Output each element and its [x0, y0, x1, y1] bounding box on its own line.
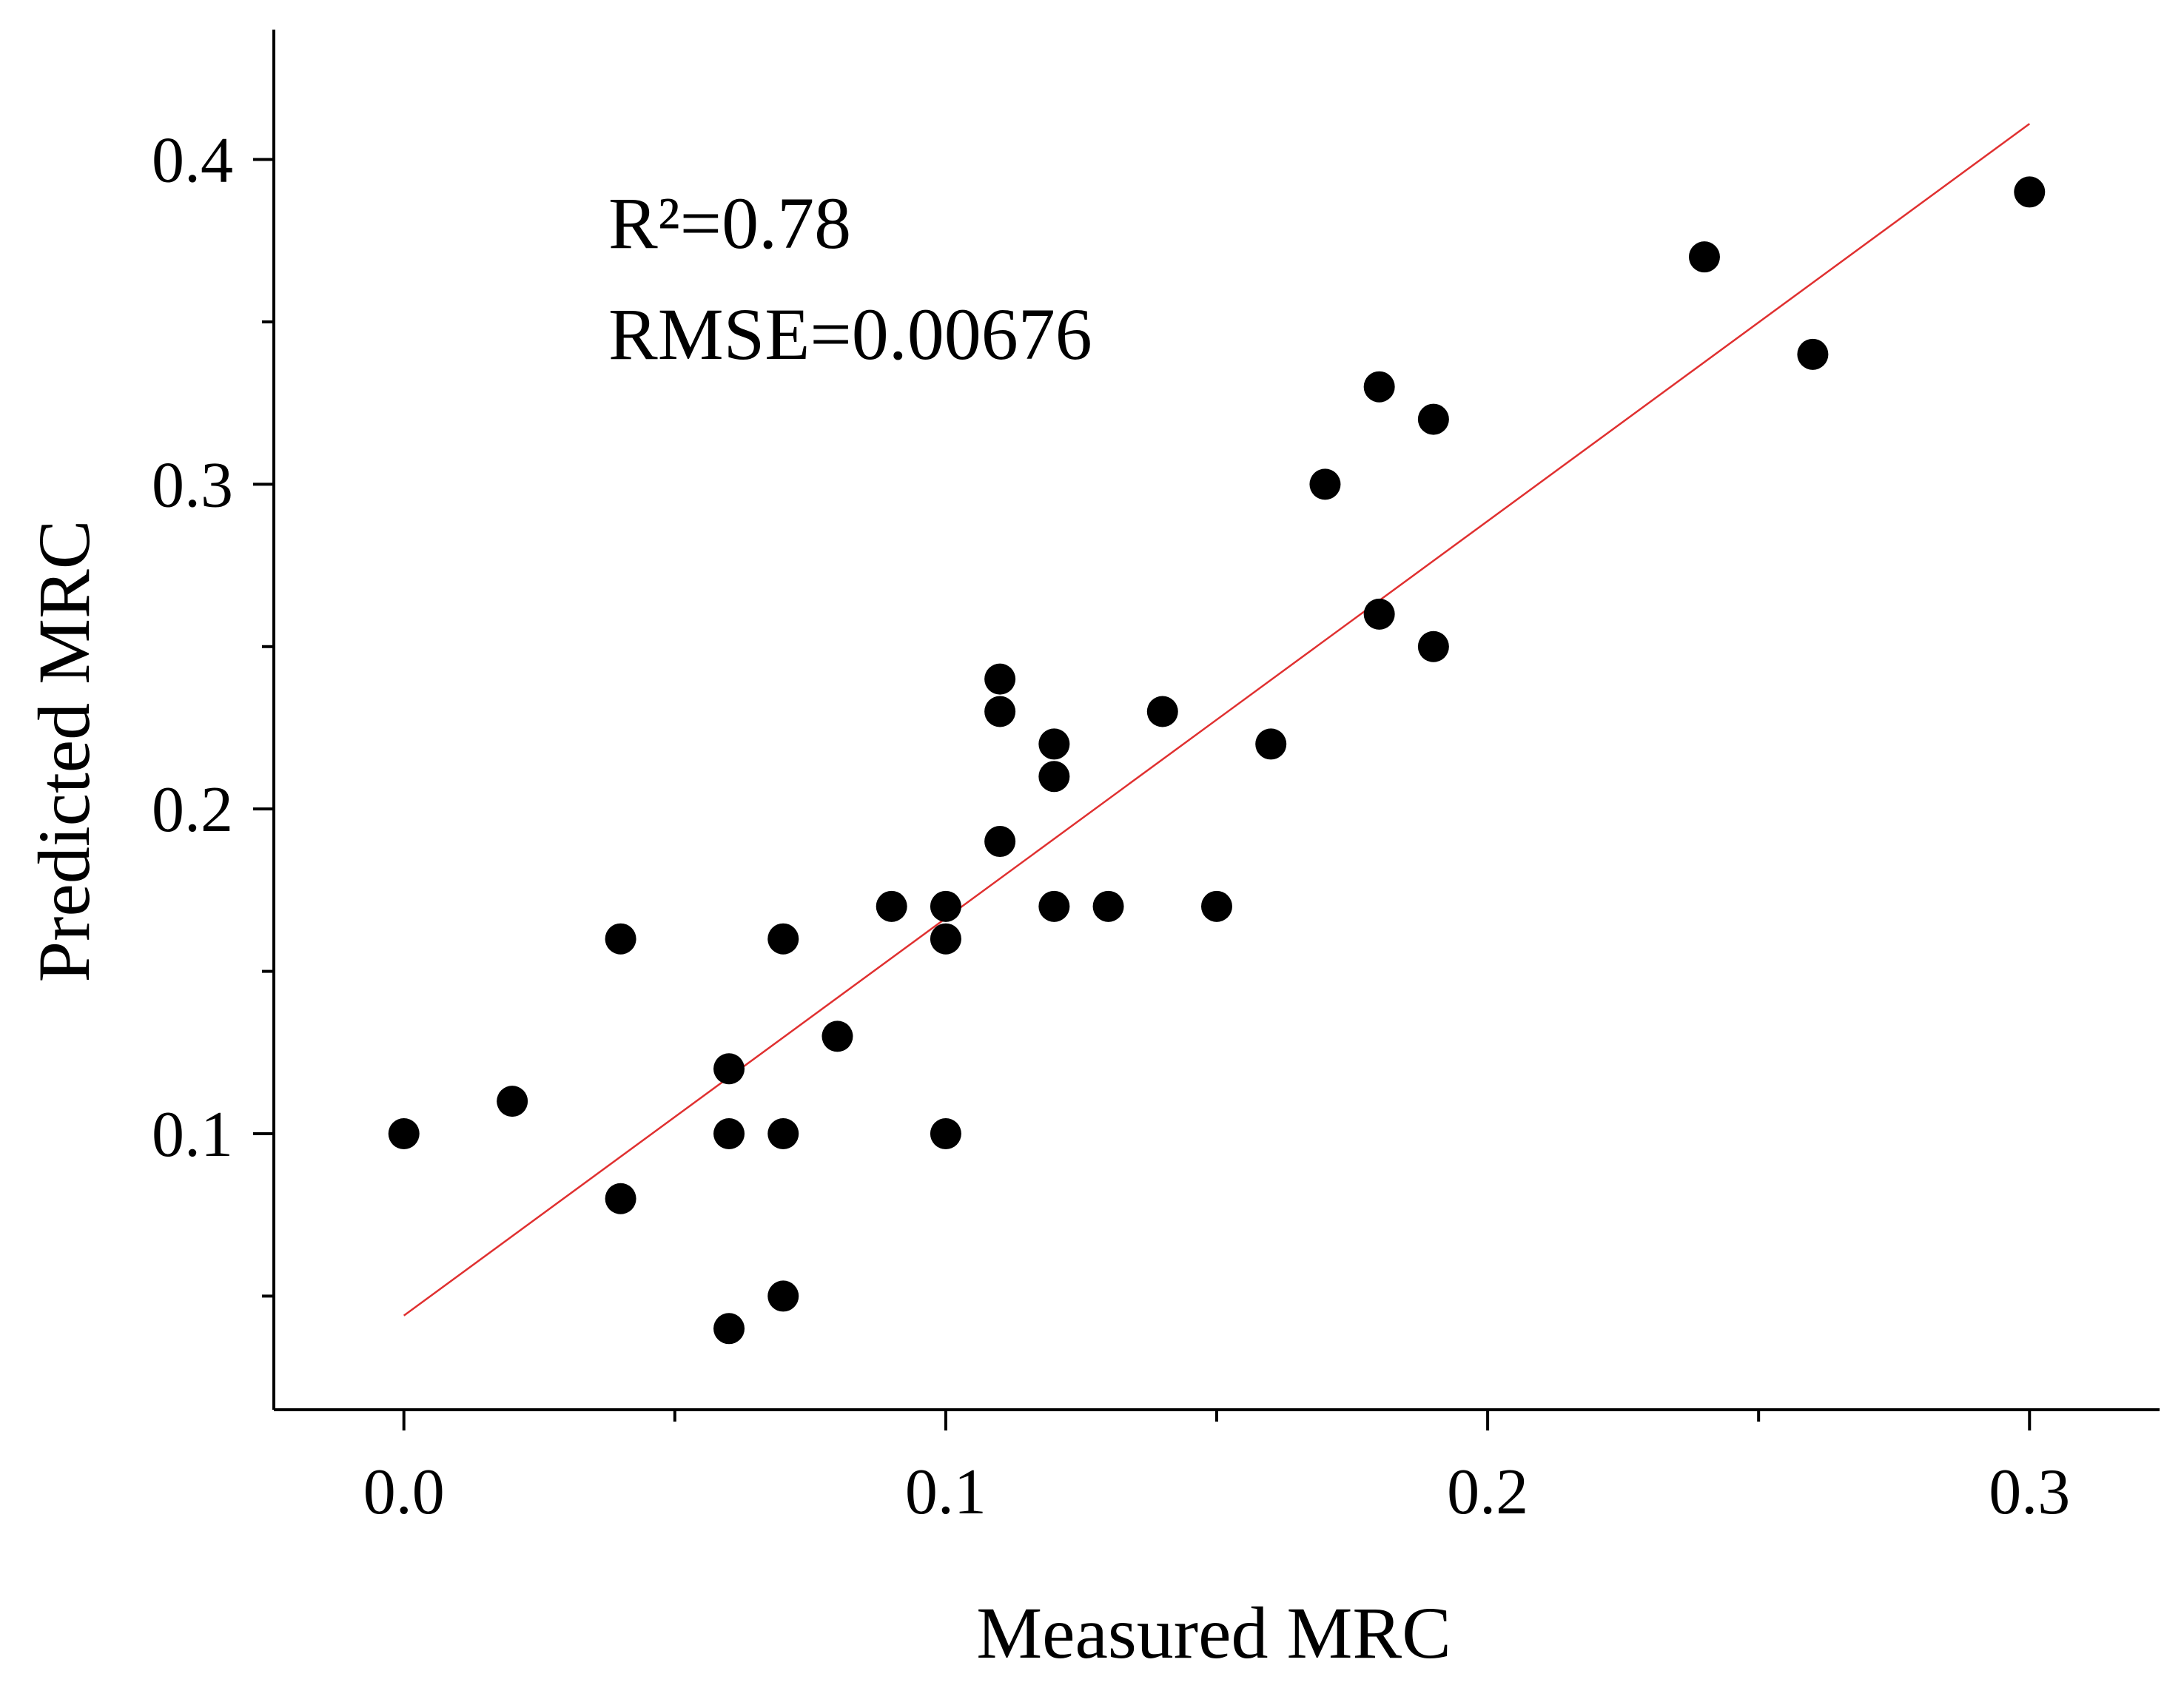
- x-axis-title: Measured MRC: [976, 1592, 1451, 1674]
- y-axis-title: Predicted MRC: [23, 520, 105, 983]
- data-point: [984, 696, 1016, 727]
- data-point: [1417, 403, 1449, 435]
- x-tick-label: 0.0: [363, 1456, 445, 1528]
- data-point: [497, 1086, 528, 1117]
- data-point: [821, 1020, 853, 1052]
- ticks-layer: 0.0 0.1 0.2 0.3 0.1 0.2 0.3 0.4: [152, 125, 2070, 1528]
- points-layer: [388, 176, 2046, 1345]
- data-point: [713, 1053, 745, 1085]
- y-tick-label: 0.2: [152, 774, 233, 846]
- data-point: [1688, 241, 1720, 273]
- data-point: [1309, 468, 1341, 500]
- data-point: [984, 663, 1016, 695]
- data-point: [1038, 728, 1070, 760]
- data-point: [876, 890, 907, 922]
- data-point: [1255, 728, 1287, 760]
- y-tick-label: 0.3: [152, 449, 233, 521]
- data-point: [1038, 761, 1070, 793]
- data-point: [1201, 890, 1232, 922]
- x-tick-label: 0.1: [905, 1456, 987, 1528]
- data-point: [1038, 890, 1070, 922]
- y-tick-label: 0.1: [152, 1099, 233, 1171]
- data-point: [388, 1118, 420, 1149]
- data-point: [1417, 631, 1449, 662]
- data-point: [713, 1118, 745, 1149]
- r-squared-annotation: R²=0.78: [608, 182, 851, 264]
- data-point: [930, 923, 961, 955]
- data-point: [767, 923, 799, 955]
- data-point: [1092, 890, 1124, 922]
- rmse-annotation: RMSE=0.00676: [608, 293, 1092, 375]
- data-point: [1797, 338, 1829, 370]
- data-point: [984, 826, 1016, 858]
- data-point: [1146, 696, 1178, 727]
- y-tick-label: 0.4: [152, 125, 233, 197]
- data-point: [605, 923, 636, 955]
- data-point: [605, 1183, 636, 1214]
- data-point: [930, 890, 961, 922]
- x-tick-label: 0.3: [1989, 1456, 2070, 1528]
- data-point: [713, 1313, 745, 1345]
- fit-line-layer: [403, 123, 2031, 1317]
- data-point: [930, 1118, 961, 1149]
- regression-line: [403, 123, 2031, 1317]
- data-point: [2014, 176, 2046, 208]
- data-point: [1363, 598, 1395, 630]
- x-tick-label: 0.2: [1447, 1456, 1528, 1528]
- data-point: [767, 1118, 799, 1149]
- data-point: [1363, 371, 1395, 403]
- data-point: [767, 1280, 799, 1312]
